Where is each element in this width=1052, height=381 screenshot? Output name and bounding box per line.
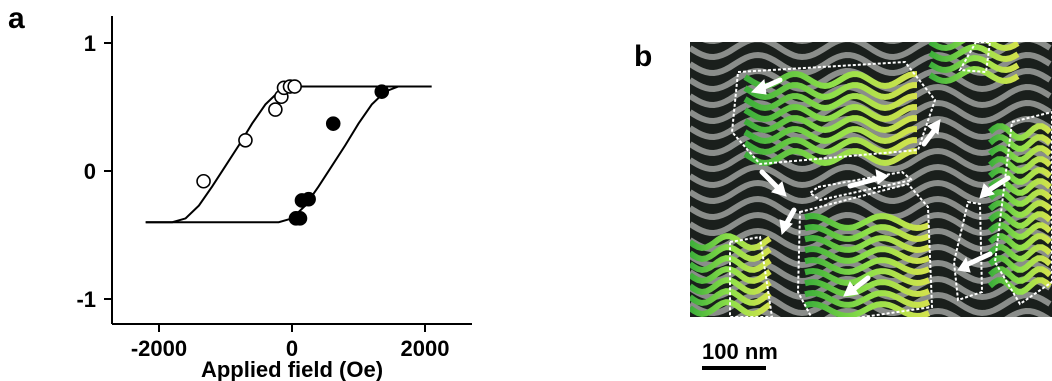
fit-curves [145,85,432,224]
open-data-point [196,173,211,189]
y-tick-label: -1 [76,287,96,312]
x-tick-label: -2000 [131,336,187,361]
scale-bar-line [702,366,766,370]
x-axis-label: Applied field (Oe) [201,357,383,381]
filled-data-point [292,211,308,226]
scale-bar: 100 nm [702,339,778,370]
open-data-point [287,79,302,94]
arrow-icon [961,251,993,269]
filled-data-point [374,84,390,99]
tick-labels: -2000 0 2000 1 0 -1 [76,31,449,361]
open-data-point [268,102,283,117]
panel-b-label: b [634,40,653,73]
element-outlines [729,42,1052,317]
magnetization-arrows [750,77,1011,297]
holography-micrograph [690,42,1052,317]
panel-a-label: a [8,2,25,35]
hysteresis-chart: -2000 0 2000 1 0 -1 Applied field (Oe) [76,16,472,381]
data-points [196,79,390,226]
fit-curve [145,85,432,224]
y-tick-label: 1 [84,31,96,56]
fit-curve [145,85,432,224]
filled-data-point [325,116,341,131]
scale-bar-label: 100 nm [702,339,778,364]
x-tick-label: 2000 [401,336,450,361]
x-tick-label: 0 [286,336,298,361]
domain-image [690,42,1052,317]
open-data-point [238,132,253,148]
y-tick-label: 0 [84,159,96,184]
filled-data-point [294,193,310,208]
chart-axes [104,16,472,332]
arrow-icon [847,175,883,189]
